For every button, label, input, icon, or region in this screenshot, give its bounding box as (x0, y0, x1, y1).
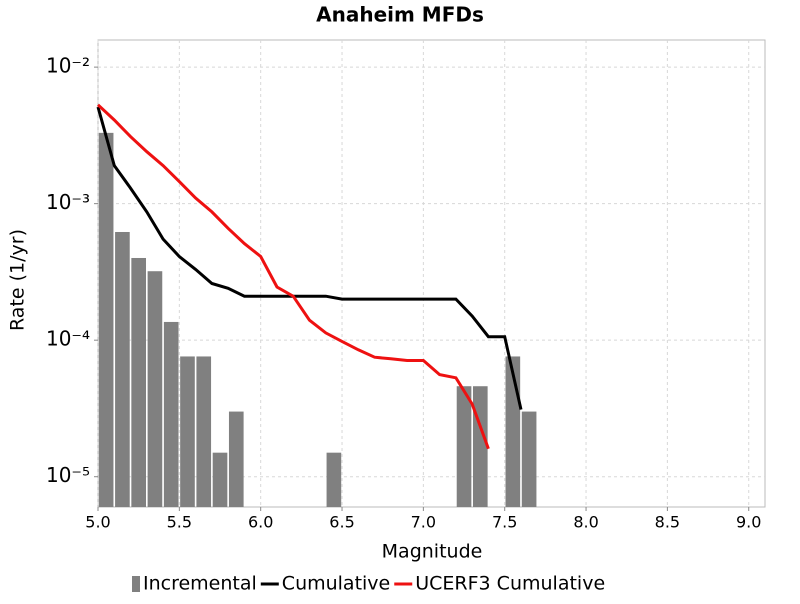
plot-frame (97, 39, 766, 508)
bar (521, 411, 537, 507)
x-tick-label: 7.0 (411, 513, 436, 532)
legend-label: UCERF3 Cumulative (415, 573, 605, 595)
y-axis-label: Rate (1/yr) (7, 229, 29, 331)
y-tick-label: 10⁻³ (46, 190, 90, 214)
x-axis-label: Magnitude (382, 541, 483, 563)
x-tick-label: 9.0 (736, 513, 761, 532)
legend-label: Incremental (143, 573, 257, 595)
bar (180, 356, 195, 507)
bar (326, 452, 342, 507)
y-tick-label: 10⁻⁵ (46, 463, 90, 487)
line (96, 103, 490, 450)
bar (196, 356, 212, 507)
x-tick-label: 6.0 (248, 513, 273, 532)
legend-label: Cumulative (282, 573, 390, 595)
bar (212, 452, 228, 507)
bar (115, 231, 130, 507)
bar (131, 257, 146, 507)
x-tick-label: 5.0 (85, 513, 110, 532)
x-tick-label: 8.5 (655, 513, 680, 532)
line (96, 106, 523, 410)
x-tick-label: 5.5 (167, 513, 192, 532)
y-tick-label: 10⁻⁴ (46, 327, 90, 351)
chart-title: Anaheim MFDs (316, 3, 484, 27)
bar (163, 321, 179, 507)
legend-swatch (132, 576, 140, 592)
x-tick-label: 7.5 (492, 513, 517, 532)
bar (228, 411, 244, 507)
bar (98, 132, 114, 507)
bar (147, 271, 163, 507)
y-tick-label: 10⁻² (46, 54, 90, 78)
bar (456, 386, 472, 507)
x-tick-label: 6.5 (329, 513, 354, 532)
bar (472, 386, 488, 507)
x-tick-label: 8.0 (573, 513, 598, 532)
